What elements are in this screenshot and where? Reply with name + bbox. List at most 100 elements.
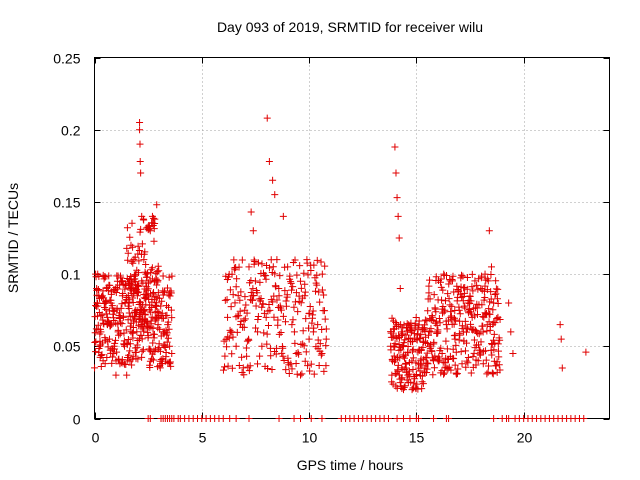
data-point-dense [441,306,449,314]
data-point-dense [432,308,440,316]
data-point-dense [463,357,471,365]
data-point-dense [313,281,321,289]
data-point-dense [138,347,146,355]
data-point-dense [133,285,141,293]
data-point-dense [135,300,143,308]
data-point-dense [224,362,232,370]
data-point-dense [132,281,140,289]
data-point-dense [310,324,318,332]
data-point-dense [147,269,155,277]
data-point [505,415,513,422]
data-point-dense [99,319,107,327]
data-point-dense [91,338,99,346]
data-point-dense [304,362,312,370]
data-point-dense [144,269,152,277]
data-point [245,415,253,422]
data-point-dense [265,300,273,308]
data-point-dense [237,317,245,325]
data-point-dense [168,272,176,280]
data-point [262,313,270,321]
data-point [136,157,144,165]
data-point-dense [408,357,416,365]
data-point-dense [135,247,143,255]
data-point-dense [484,368,492,376]
data-point-dense [163,329,171,337]
data-point-dense [221,296,229,304]
data-point-dense [315,361,323,369]
data-point-dense [150,237,158,245]
data-point-dense [123,341,131,349]
data-point-dense [139,279,147,287]
data-point-dense [129,243,137,251]
data-point-dense [240,316,248,324]
data-point-dense [149,222,157,230]
data-point [314,321,322,329]
data-point-dense [474,310,482,318]
data-point-dense [295,297,303,305]
y-tick-label: 0.2 [61,123,81,139]
data-point-dense [426,276,434,284]
data-point [318,415,326,422]
data-point-dense [286,272,294,280]
data-point-dense [235,361,243,369]
data-point-dense [153,268,161,276]
data-point-dense [275,284,283,292]
data-point-dense [285,369,293,377]
data-point-dense [287,278,295,286]
data-point-dense [442,272,450,280]
data-point-dense [104,287,112,295]
data-point-dense [274,316,282,324]
data-point-dense [130,272,138,280]
data-point-dense [416,334,424,342]
data-point-dense [302,348,310,356]
data-point-dense [488,369,496,377]
data-point-dense [153,307,161,315]
data-point-dense [400,383,408,391]
data-point-dense [418,385,426,393]
data-point-dense [226,286,234,294]
data-point-dense [133,307,141,315]
data-point-dense [318,286,326,294]
data-point-dense [418,362,426,370]
y-tick-label: 0.25 [53,51,80,67]
data-point-dense [111,339,119,347]
data-point-dense [128,219,136,227]
data-point-dense [141,319,149,327]
data-point-dense [260,309,268,317]
data-point [490,299,498,307]
data-point-dense [167,362,175,370]
data-point-dense [436,319,444,327]
data-point-dense [97,363,105,371]
x-tick-label: 20 [517,430,533,446]
data-point-dense [289,316,297,324]
data-point-dense [292,360,300,368]
data-point [263,114,271,122]
data-point-dense [129,298,137,306]
data-point-dense [439,286,447,294]
data-point-dense [299,327,307,335]
data-point-dense [144,226,152,234]
data-point-dense [124,249,132,257]
data-point [279,212,287,220]
data-point-dense [487,271,495,279]
data-point-dense [468,270,476,278]
data-point-dense [464,353,472,361]
y-tick-label: 0.15 [53,195,80,211]
data-point [137,169,145,177]
data-point [136,118,144,126]
data-point-dense [258,260,266,268]
data-point [245,263,253,271]
data-point-dense [470,336,478,344]
data-point-dense [490,346,498,354]
data-point [558,364,566,372]
data-point-dense [487,295,495,303]
data-point-dense [467,297,475,305]
data-point [307,415,315,422]
data-point-dense [253,289,261,297]
data-point [406,415,414,422]
plot-frame [94,57,610,419]
data-point-dense [419,380,427,388]
data-point-dense [322,362,330,370]
data-point-dense [425,289,433,297]
data-point-dense [390,352,398,360]
